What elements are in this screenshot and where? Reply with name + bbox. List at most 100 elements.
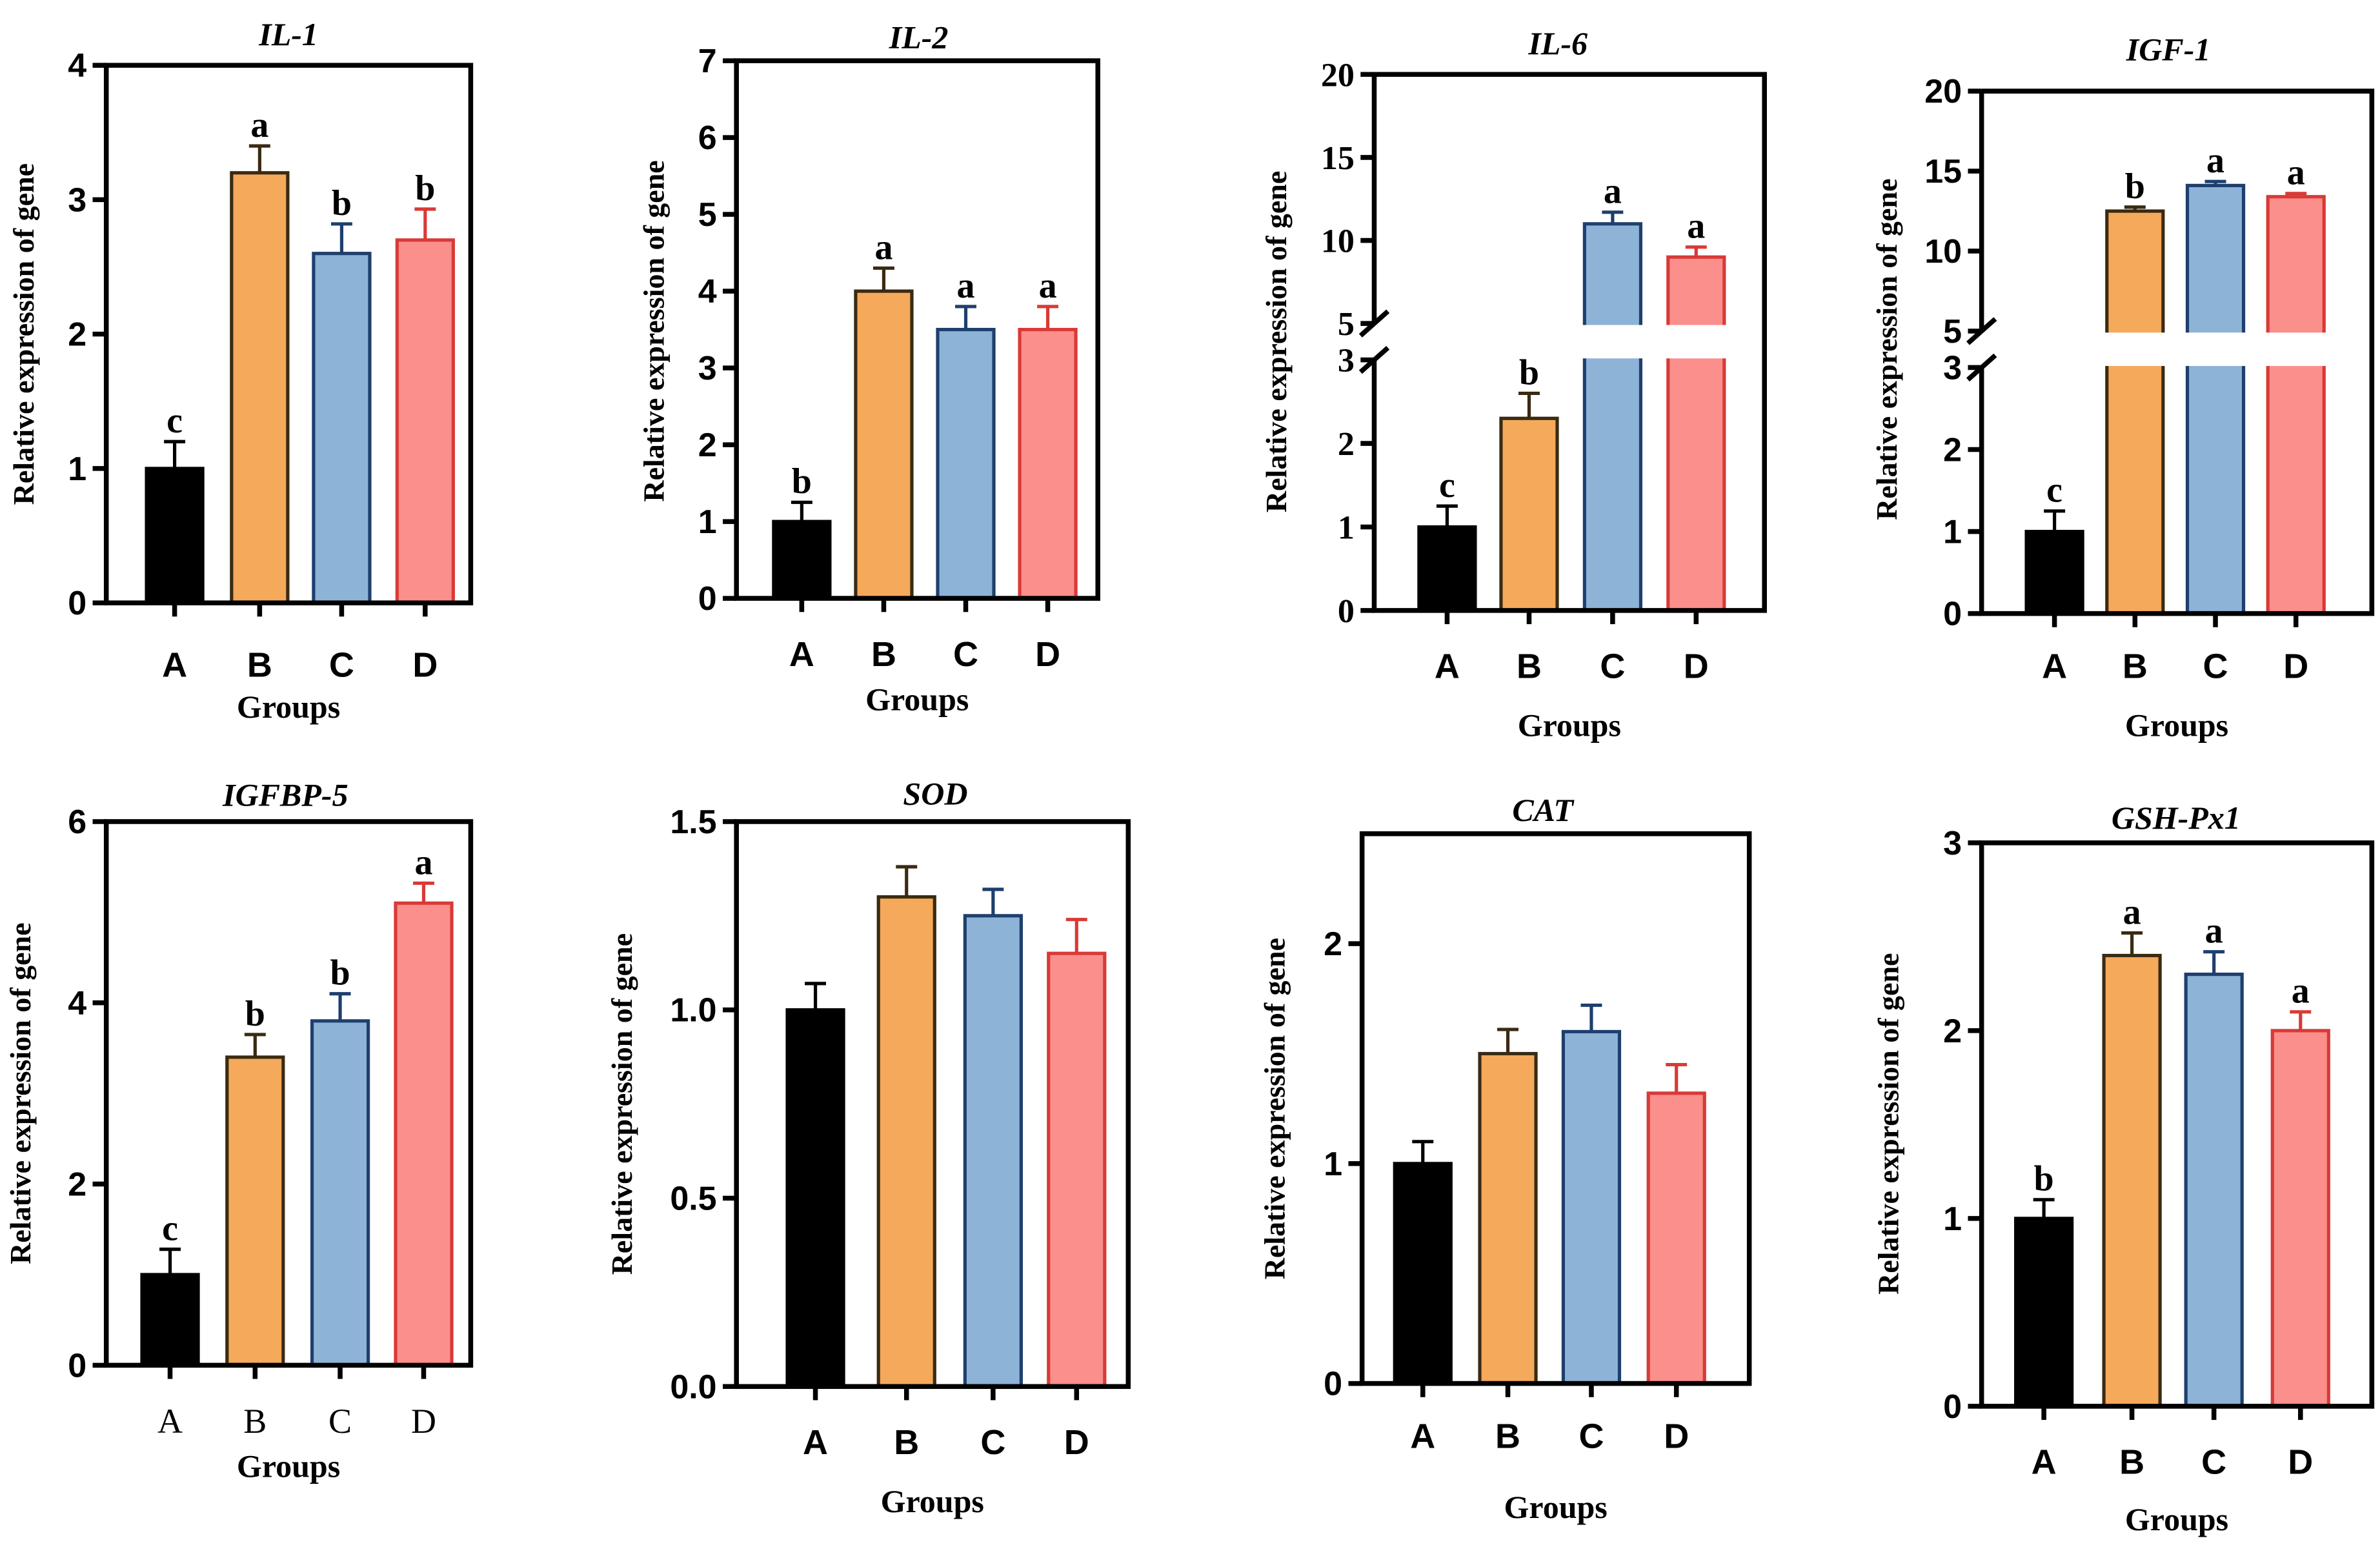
- y-tick-label: 5: [1338, 306, 1355, 343]
- bar-b: [225, 1055, 285, 1367]
- chart-title: IL-6: [1528, 25, 1588, 61]
- x-axis-label: Groups: [2125, 707, 2228, 743]
- significance-label-b: a: [2123, 892, 2141, 932]
- x-tick-label-a: A: [2042, 647, 2067, 686]
- bar-c: [312, 252, 372, 605]
- y-tick-label: 2: [1943, 431, 1962, 469]
- bar-a: [2024, 529, 2084, 616]
- y-tick-label: 1: [68, 450, 86, 488]
- chart-title: GSH-Px1: [2112, 800, 2241, 836]
- axis-break-gap: [1378, 325, 1765, 359]
- significance-label-d: a: [414, 842, 432, 882]
- significance-label-a: c: [2046, 470, 2062, 511]
- x-tick-label-d: D: [1664, 1417, 1689, 1456]
- significance-label-a: c: [1439, 465, 1455, 505]
- x-axis-label: Groups: [1504, 1489, 1608, 1525]
- chart-title: IL-2: [889, 19, 949, 55]
- chart-title: IGF-1: [2126, 31, 2211, 67]
- chart-panel-sod: SOD Relative expression of gene Groups A B C D…: [605, 775, 1131, 1519]
- x-axis-label: Groups: [881, 1483, 984, 1519]
- y-tick-label: 15: [1321, 140, 1355, 177]
- bar-b: [230, 171, 290, 605]
- chart-title: IL-1: [258, 16, 318, 52]
- y-tick-label: 2: [1943, 1013, 1962, 1050]
- significance-label-d: a: [1687, 207, 1705, 247]
- plot-frame: [1979, 840, 2375, 1409]
- y-tick-label: 1.0: [670, 992, 716, 1029]
- plot-frame: [1979, 88, 2375, 616]
- y-tick-label: 0: [1943, 596, 1962, 633]
- y-tick-label: 2: [68, 316, 86, 354]
- y-tick-label: 20: [1321, 57, 1355, 94]
- bar-d: [2270, 1029, 2330, 1408]
- significance-label-d: a: [2292, 971, 2310, 1011]
- significance-label-b: a: [874, 227, 892, 267]
- y-tick-label: 0: [698, 580, 717, 618]
- bar-c: [2184, 973, 2244, 1408]
- y-axis-label: Relative expression of gene: [7, 163, 40, 505]
- y-tick-label: 2: [68, 1166, 86, 1204]
- y-axis-label: Relative expression of gene: [637, 160, 670, 501]
- significance-label-c: a: [2206, 141, 2224, 181]
- y-tick-label: 0: [68, 585, 86, 622]
- y-tick-label: 0.0: [670, 1368, 716, 1406]
- x-tick-label-d: D: [1064, 1423, 1089, 1462]
- y-tick-label: 3: [1943, 349, 1962, 387]
- y-axis-label: Relative expression of gene: [1258, 938, 1291, 1279]
- chart-panel-il-1: IL-1 Relative expression of gene Groups c Aa…: [7, 16, 474, 725]
- significance-label-a: b: [2034, 1159, 2054, 1199]
- x-tick-label-d: D: [411, 1402, 436, 1441]
- x-axis-label: Groups: [1518, 707, 1621, 743]
- x-tick-label-c: C: [1578, 1417, 1604, 1456]
- chart-panel-igfbp-5: IGFBP-5 Relative expression of gene Groups…: [4, 777, 474, 1484]
- x-axis-label: Groups: [2125, 1501, 2228, 1537]
- chart-panel-gsh-px1: GSH-Px1 Relative expression of gene Groups…: [1871, 800, 2375, 1537]
- y-tick-label: 1: [698, 503, 717, 541]
- y-tick-label: 2: [698, 427, 717, 464]
- bar-d: [1018, 328, 1078, 600]
- x-tick-label-b: B: [2123, 647, 2148, 686]
- bar-d: [1047, 951, 1107, 1388]
- significance-label-b: b: [2125, 167, 2145, 207]
- bar-c: [310, 1019, 370, 1367]
- y-axis-label: Relative expression of gene: [605, 933, 638, 1275]
- y-tick-label: 4: [68, 985, 86, 1022]
- chart-title: CAT: [1512, 792, 1575, 828]
- significance-label-d: a: [2287, 153, 2305, 193]
- y-tick-label: 10: [1924, 233, 1962, 270]
- x-tick-label-c: C: [329, 645, 354, 684]
- y-tick-label: 5: [698, 196, 717, 234]
- bar-b: [2102, 953, 2162, 1408]
- bar-a: [1393, 1162, 1453, 1386]
- x-tick-label-a: A: [1410, 1417, 1435, 1456]
- y-axis-label: Relative expression of gene: [4, 922, 37, 1264]
- bar-c: [2185, 183, 2246, 616]
- bar-a: [145, 467, 205, 605]
- y-tick-label: 15: [1924, 153, 1962, 190]
- bar-c: [963, 914, 1023, 1388]
- bar-d: [394, 901, 454, 1367]
- significance-label-c: b: [330, 953, 350, 993]
- x-tick-label-a: A: [1435, 647, 1460, 686]
- y-tick-label: 20: [1924, 73, 1962, 110]
- x-tick-label-d: D: [1035, 635, 1060, 674]
- x-tick-label-d: D: [2283, 647, 2308, 686]
- significance-label-c: a: [1604, 172, 1622, 212]
- bar-c: [1561, 1029, 1622, 1386]
- x-axis-label: Groups: [865, 681, 969, 717]
- x-tick-label-a: A: [789, 635, 814, 674]
- x-tick-label-a: A: [162, 645, 187, 684]
- y-tick-label: 1: [1943, 514, 1962, 551]
- plot-frame: [103, 819, 474, 1368]
- bar-a: [1417, 525, 1477, 612]
- chart-panel-igf-1: IGF-1 Relative expression of gene Groups c A…: [1870, 31, 2375, 743]
- y-tick-label: 1: [1943, 1200, 1962, 1238]
- x-tick-label-c: C: [2203, 647, 2228, 686]
- x-tick-label-b: B: [247, 645, 272, 684]
- chart-title: SOD: [903, 775, 967, 811]
- y-axis-label: Relative expression of gene: [1871, 953, 1904, 1295]
- significance-label-a: c: [162, 1209, 178, 1249]
- y-tick-label: 0: [1338, 593, 1355, 630]
- y-tick-label: 0: [1324, 1366, 1342, 1403]
